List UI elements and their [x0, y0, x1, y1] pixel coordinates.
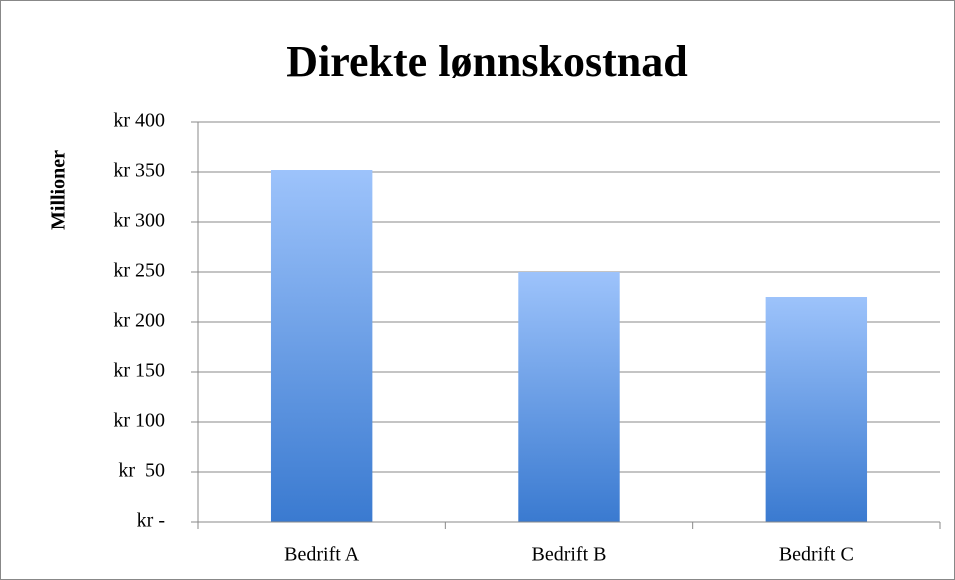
y-tick-label: kr 100 — [113, 410, 165, 432]
y-tick-label: kr 250 — [113, 260, 165, 282]
y-tick-label: kr 400 — [113, 110, 165, 132]
y-tick-label: kr 350 — [113, 160, 165, 182]
y-tick-label: kr 50 — [118, 460, 165, 482]
y-tick-label: kr - — [137, 510, 165, 532]
y-tick-label: kr 150 — [113, 360, 165, 382]
y-tick-label: kr 300 — [113, 210, 165, 232]
y-tick-label: kr 200 — [113, 310, 165, 332]
x-tick-label: Bedrift A — [284, 544, 360, 566]
y-axis-label: Millioner — [48, 150, 70, 230]
chart-title: Direkte lønnskostnad — [286, 37, 687, 86]
x-tick-label: Bedrift B — [532, 544, 607, 566]
bar — [765, 297, 868, 522]
bar — [270, 170, 373, 522]
bar — [518, 272, 620, 522]
x-tick-label: Bedrift C — [779, 544, 854, 566]
